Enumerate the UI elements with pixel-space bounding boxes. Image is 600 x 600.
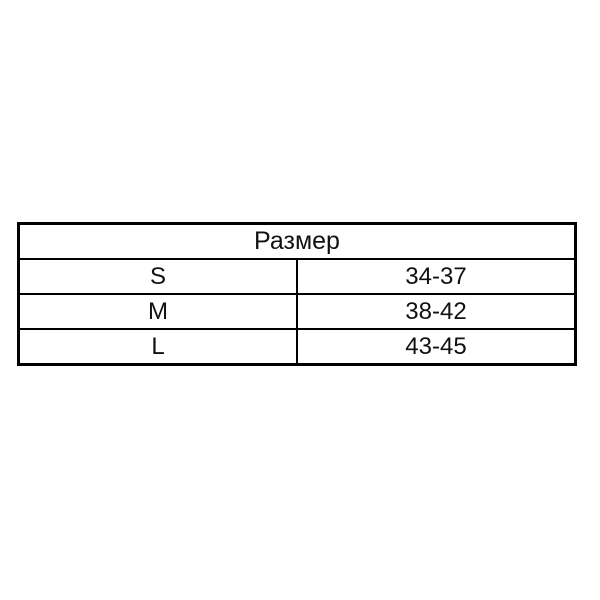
range-cell: 38-42 bbox=[296, 293, 577, 330]
size-chart-table: Размер S 34-37 M 38-42 L 43-45 bbox=[17, 222, 577, 366]
table-row: L 43-45 bbox=[17, 328, 577, 366]
size-cell: L bbox=[17, 328, 298, 366]
size-cell: M bbox=[17, 293, 298, 330]
table-header-cell: Размер bbox=[17, 222, 577, 260]
table-header-row: Размер bbox=[17, 222, 577, 260]
table-row: M 38-42 bbox=[17, 293, 577, 330]
table-row: S 34-37 bbox=[17, 258, 577, 295]
size-cell: S bbox=[17, 258, 298, 295]
range-cell: 34-37 bbox=[296, 258, 577, 295]
size-chart-table-body: Размер S 34-37 M 38-42 L 43-45 bbox=[17, 222, 577, 366]
range-cell: 43-45 bbox=[296, 328, 577, 366]
